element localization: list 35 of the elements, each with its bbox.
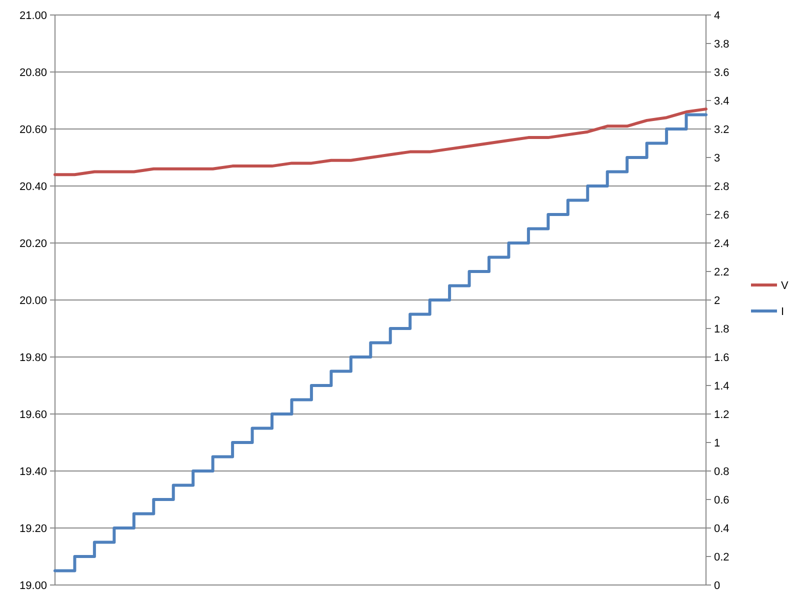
y-tick-label: 21.00: [19, 10, 47, 22]
y2-tick-label: 1.4: [714, 380, 730, 392]
y-tick-label: 20.20: [19, 238, 47, 250]
y-tick-label: 19.60: [19, 408, 47, 421]
y2-tick-label: 3: [714, 152, 720, 164]
y2-tick-label: 0.2: [714, 551, 730, 564]
y2-tick-label: 3.2: [714, 124, 730, 136]
y2-tick-label: 3.8: [714, 38, 730, 50]
y2-tick-label: 0.6: [714, 494, 730, 506]
y2-tick-label: 2.8: [714, 180, 730, 193]
y2-tick-label: 2.6: [714, 209, 730, 222]
y-tick-label: 19.00: [19, 580, 47, 592]
y2-tick-label: 0: [714, 580, 720, 592]
y2-tick-label: 2.2: [714, 266, 730, 278]
y2-tick-label: 2: [714, 294, 720, 307]
y2-tick-label: 2.4: [714, 238, 730, 250]
y2-tick-label: 1.8: [714, 323, 730, 336]
y2-tick-label: 0.4: [714, 522, 730, 535]
y2-tick-label: 0.8: [714, 466, 730, 478]
line-series: [54, 108, 708, 176]
y-tick-label: 20.60: [19, 124, 47, 136]
y2-tick-label: 1.2: [714, 408, 730, 421]
y-tick-label: 20.40: [19, 180, 47, 193]
legend-label: I: [781, 306, 784, 318]
y2-tick-label: 3.6: [714, 66, 730, 79]
y-tick-label: 20.00: [19, 294, 47, 307]
y-tick-label: 19.40: [19, 466, 47, 478]
y-tick-label: 19.20: [19, 522, 47, 535]
y2-tick-label: 4: [714, 10, 720, 22]
y2-tick-label: 1: [714, 437, 720, 450]
y-tick-label: 20.80: [19, 66, 47, 79]
legend-label: V: [781, 280, 789, 292]
y2-tick-label: 3.4: [714, 95, 730, 108]
y2-tick-label: 1.6: [714, 352, 730, 364]
y-tick-label: 19.80: [19, 352, 47, 364]
